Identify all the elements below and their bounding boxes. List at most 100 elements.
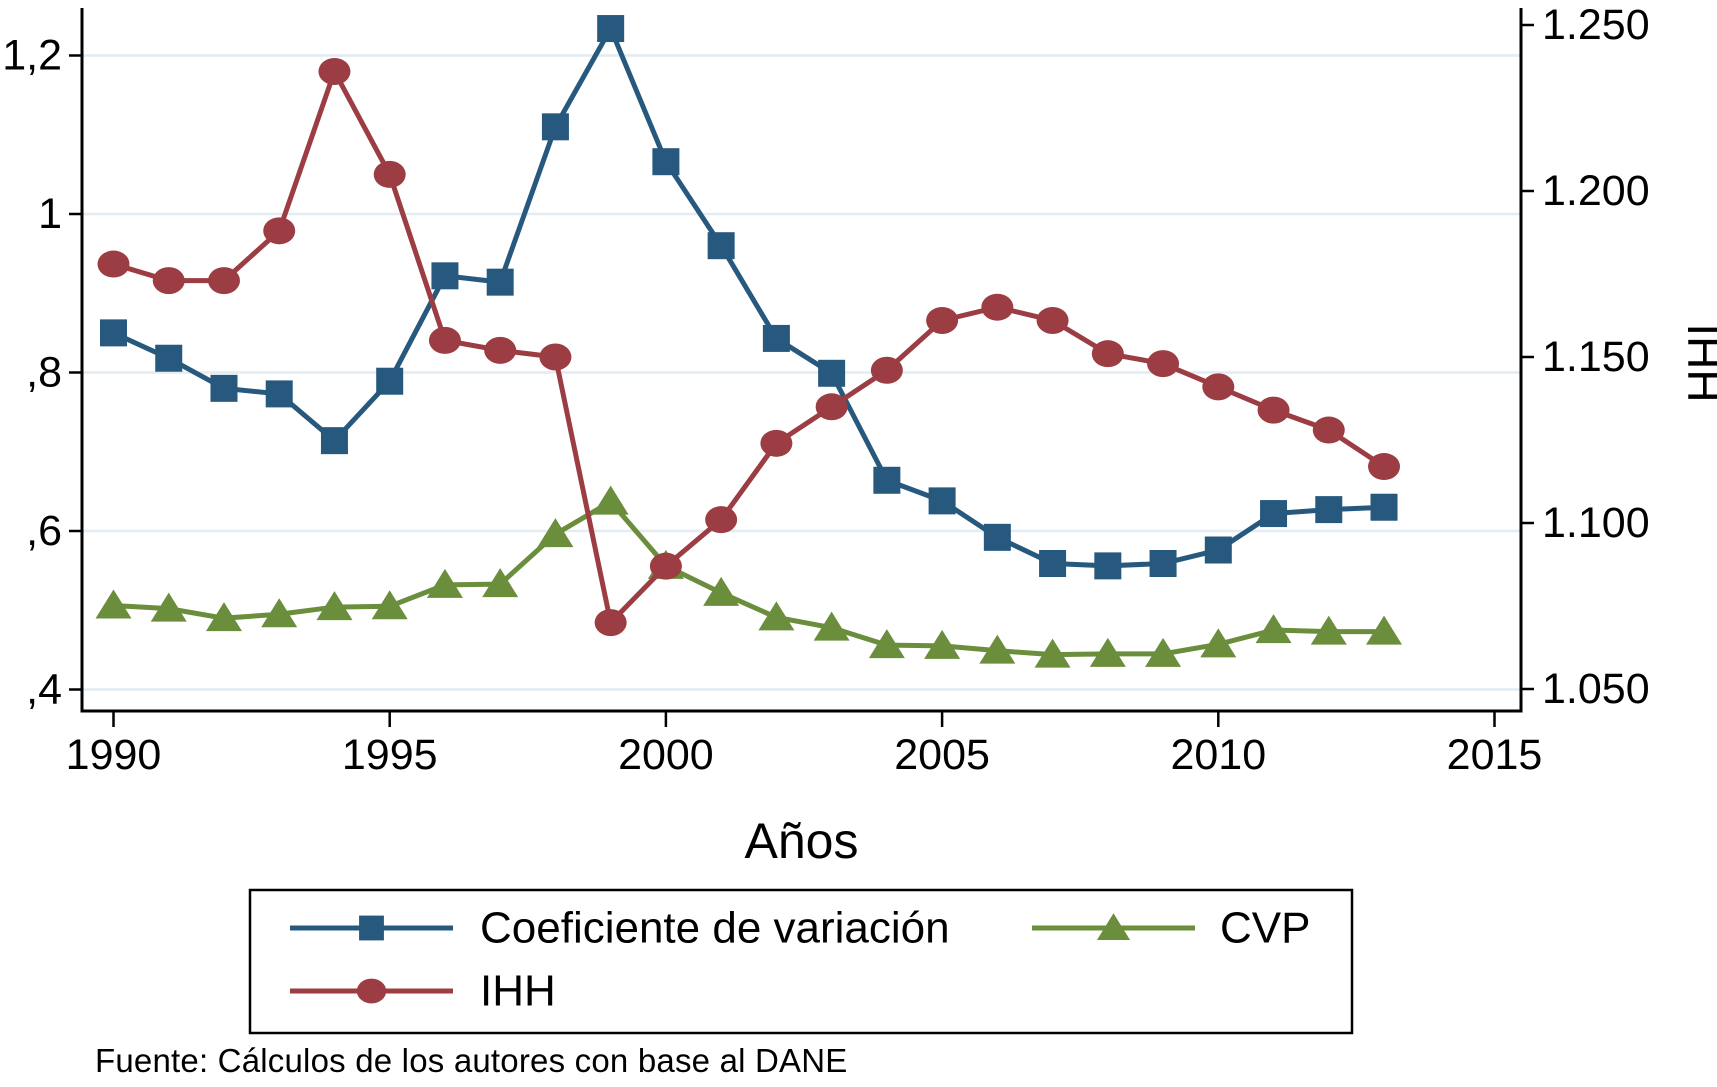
- right-axis-tick-label: 1.050: [1542, 665, 1650, 713]
- right-axis-tick-label: 1.150: [1542, 333, 1650, 381]
- data-point-marker: [205, 602, 242, 632]
- data-point-marker: [870, 356, 903, 384]
- data-point-marker: [376, 367, 404, 395]
- x-axis-tick-label: 2015: [1447, 731, 1543, 779]
- data-point-marker: [597, 15, 625, 43]
- data-point-marker: [1260, 500, 1288, 528]
- data-point-marker: [979, 634, 1016, 664]
- data-point-marker: [813, 611, 850, 641]
- data-point-marker: [1091, 340, 1124, 368]
- data-point-marker: [1096, 913, 1131, 940]
- left-axis-tick-label: 1,2: [2, 32, 62, 80]
- data-point-marker: [1312, 416, 1345, 444]
- data-point-marker: [261, 598, 298, 628]
- data-point-marker: [926, 306, 959, 334]
- data-point-marker: [207, 267, 240, 295]
- source-note: Fuente: Cálculos de los autores con base…: [95, 1042, 848, 1079]
- data-point-marker: [1366, 615, 1403, 645]
- data-point-marker: [150, 592, 187, 622]
- data-point-marker: [1257, 396, 1290, 424]
- data-point-marker: [983, 523, 1011, 551]
- data-point-marker: [703, 576, 740, 606]
- data-point-marker: [1204, 536, 1232, 564]
- data-point-marker: [371, 590, 408, 620]
- x-axis-tick-label: 1995: [342, 731, 438, 779]
- data-point-marker: [265, 380, 293, 408]
- data-point-marker: [210, 374, 238, 402]
- right-axis-tick-label: 1.100: [1542, 499, 1650, 547]
- legend-box: [248, 888, 1354, 1035]
- data-point-marker: [705, 506, 738, 534]
- data-point-marker: [426, 568, 463, 598]
- data-point-marker: [95, 589, 132, 619]
- legend-label-ihh: IHH: [480, 967, 556, 1016]
- data-point-marker: [815, 393, 848, 421]
- data-point-marker: [482, 568, 519, 598]
- data-point-marker: [762, 324, 790, 352]
- left-axis-tick-label: ,8: [26, 349, 62, 397]
- data-point-marker: [758, 601, 795, 631]
- series-line-ihh: [112, 65, 1386, 628]
- data-point-marker: [652, 148, 680, 176]
- data-point-marker: [1255, 614, 1292, 644]
- data-point-marker: [1089, 637, 1126, 667]
- data-point-marker: [318, 57, 351, 85]
- data-point-marker: [155, 344, 183, 372]
- data-point-marker: [594, 609, 627, 637]
- data-point-marker: [320, 427, 348, 455]
- data-point-marker: [539, 343, 572, 371]
- data-point-marker: [649, 552, 682, 580]
- data-point-marker: [428, 326, 461, 354]
- data-point-marker: [873, 466, 901, 494]
- left-axis-tick-label: ,6: [26, 507, 62, 555]
- data-point-marker: [1310, 615, 1347, 645]
- data-point-marker: [316, 591, 353, 621]
- data-point-marker: [356, 978, 387, 1004]
- data-point-marker: [1149, 549, 1177, 577]
- data-point-marker: [484, 336, 517, 364]
- data-point-marker: [924, 629, 961, 659]
- data-point-marker: [537, 518, 574, 548]
- x-axis-tick-label: 2000: [618, 731, 714, 779]
- data-point-marker: [359, 915, 384, 941]
- data-point-marker: [1147, 350, 1180, 378]
- data-point-marker: [868, 629, 905, 659]
- data-point-marker: [486, 268, 514, 296]
- data-point-marker: [1315, 496, 1343, 524]
- right-axis-title: IHH: [1678, 323, 1717, 402]
- data-point-marker: [373, 160, 406, 188]
- data-point-marker: [1039, 549, 1067, 577]
- data-point-marker: [981, 293, 1014, 321]
- x-axis-tick-label: 1990: [66, 731, 162, 779]
- data-point-marker: [152, 267, 185, 295]
- left-axis-tick-label: 1: [38, 190, 62, 238]
- data-point-marker: [541, 113, 569, 141]
- data-point-marker: [97, 250, 130, 278]
- data-point-marker: [431, 262, 459, 290]
- data-point-marker: [1370, 493, 1398, 521]
- data-point-marker: [1036, 306, 1069, 334]
- data-point-marker: [1034, 638, 1071, 668]
- series-line-cvp: [113, 498, 1385, 658]
- data-point-marker: [1202, 373, 1235, 401]
- x-axis-tick-label: 2005: [894, 731, 990, 779]
- right-axis-tick-label: 1.200: [1542, 167, 1650, 215]
- data-point-marker: [592, 485, 629, 515]
- data-point-marker: [1094, 552, 1122, 580]
- data-point-marker: [263, 217, 296, 245]
- data-point-marker: [707, 232, 735, 260]
- legend-label-cvp: CVP: [1220, 904, 1310, 953]
- data-point-marker: [1368, 453, 1401, 481]
- data-point-marker: [1200, 628, 1237, 658]
- x-axis-tick-label: 2010: [1170, 731, 1266, 779]
- data-point-marker: [818, 359, 846, 387]
- data-point-marker: [760, 429, 793, 457]
- x-axis-title: Años: [745, 813, 859, 869]
- left-axis-tick-label: ,4: [26, 666, 62, 714]
- legend-label-coeficiente-de-variacion: Coeficiente de variación: [480, 904, 950, 953]
- data-point-marker: [1145, 637, 1182, 667]
- data-point-marker: [928, 487, 956, 515]
- data-point-marker: [100, 319, 127, 347]
